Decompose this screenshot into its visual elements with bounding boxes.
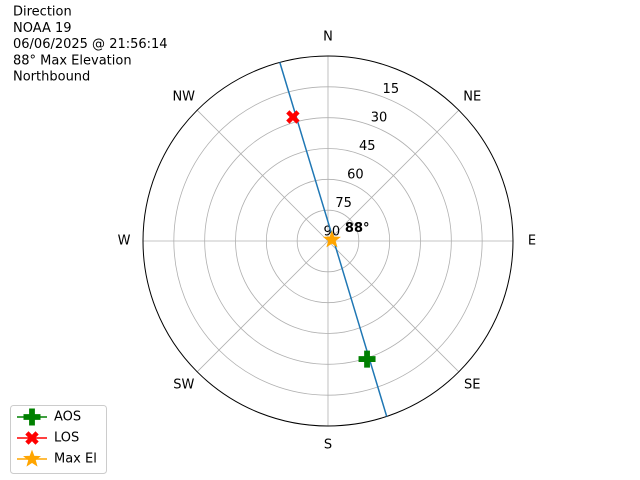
legend-label: AOS <box>54 410 81 425</box>
legend-marker <box>23 449 41 467</box>
polar-frame <box>142 55 514 427</box>
azimuth-label: N <box>323 30 333 45</box>
radial-tick-label: 30 <box>371 110 388 125</box>
grid-spoke <box>327 109 460 242</box>
title-line: Northbound <box>13 70 90 85</box>
azimuth-label: NE <box>463 89 481 104</box>
legend-label: Max El <box>54 452 97 467</box>
title-line: Direction <box>13 5 72 20</box>
azimuth-label: S <box>324 438 332 453</box>
title-line: 06/06/2025 @ 21:56:14 <box>13 37 168 52</box>
title-line: NOAA 19 <box>13 21 72 36</box>
grid-spoke <box>196 240 329 373</box>
marker-star <box>322 230 341 248</box>
legend-marker <box>23 408 41 426</box>
title-line: 88° Max Elevation <box>13 53 132 68</box>
azimuth-label: W <box>118 234 131 249</box>
azimuth-label: SE <box>464 378 480 393</box>
marker-plus <box>358 350 376 368</box>
radial-tick-label: 15 <box>383 82 400 97</box>
legend-marker <box>25 431 39 445</box>
grid-spoke <box>327 240 460 373</box>
legend: AOS LOS Max El <box>10 405 107 474</box>
azimuth-label: E <box>528 234 536 249</box>
radial-tick-label: 75 <box>335 196 352 211</box>
grid-spoke <box>196 109 329 242</box>
legend-label: LOS <box>54 431 79 446</box>
marker-x <box>286 110 300 124</box>
azimuth-label: NW <box>172 89 195 104</box>
azimuth-label: SW <box>173 378 194 393</box>
annotation: 88° <box>345 221 370 236</box>
radial-tick-label: 60 <box>347 167 364 182</box>
radial-tick-label: 45 <box>359 139 376 154</box>
